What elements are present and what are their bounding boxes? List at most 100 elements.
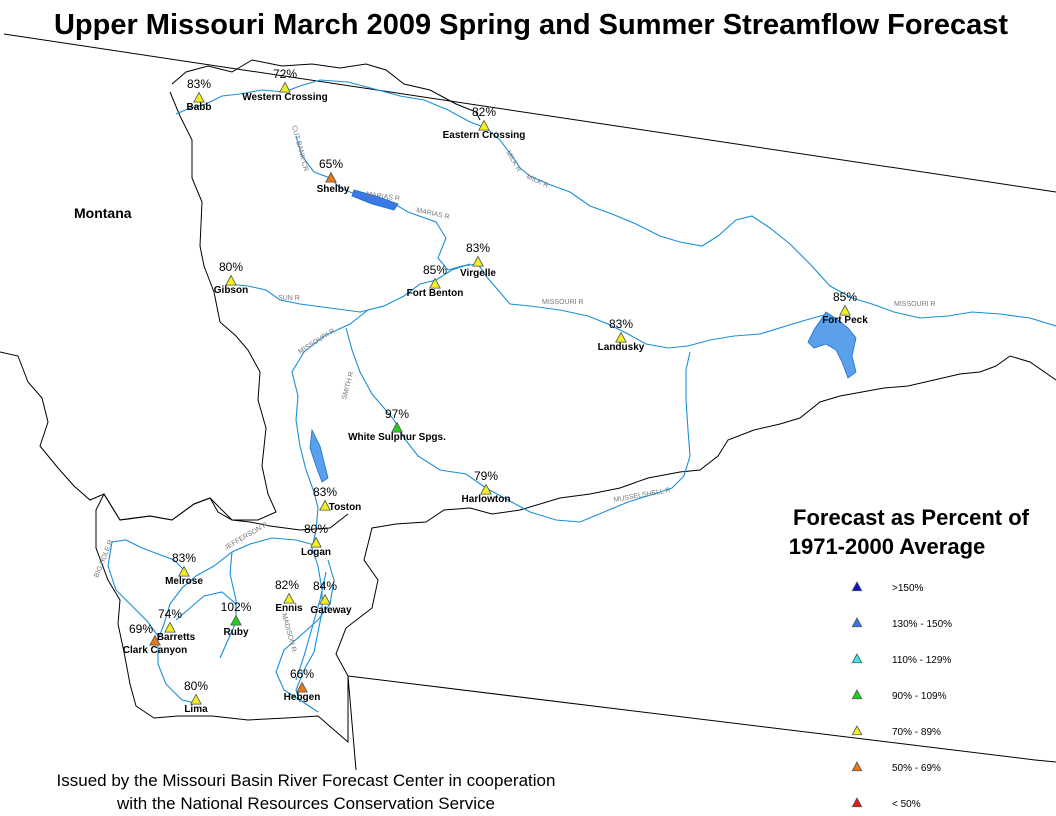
legend-triangle-icon bbox=[851, 653, 863, 664]
station-percent: 74% bbox=[158, 607, 182, 621]
station-name: White Sulphur Spgs. bbox=[348, 432, 446, 443]
station-name: Virgelle bbox=[460, 268, 496, 279]
state-label-montana: Montana bbox=[74, 205, 132, 221]
station-babb: 83% Babb bbox=[187, 77, 212, 113]
forecast-stations: 83% Babb 72% Western Crossing 82% Eastern Cro… bbox=[123, 67, 868, 715]
station-percent: 83% bbox=[313, 485, 337, 499]
station-marker-triangle-icon bbox=[296, 681, 308, 693]
station-name: Clark Canyon bbox=[123, 645, 187, 656]
station-landusky: 83% Landusky bbox=[598, 317, 645, 353]
station-marker-triangle-icon bbox=[480, 483, 492, 495]
station-name: Lima bbox=[184, 704, 208, 715]
legend-item-label: 90% - 109% bbox=[892, 691, 947, 702]
legend-triangle-icon bbox=[851, 725, 863, 736]
station-marker-triangle-icon bbox=[225, 274, 237, 286]
station-name: Eastern Crossing bbox=[443, 130, 526, 141]
station-marker-triangle-icon bbox=[178, 565, 190, 577]
station-percent: 85% bbox=[833, 290, 857, 304]
station-eastern-crossing: 82% Eastern Crossing bbox=[443, 105, 526, 141]
station-fort-peck: 85% Fort Peck bbox=[822, 290, 868, 326]
legend-title-line2: 1971-2000 Average bbox=[789, 534, 986, 559]
river-label-marias: MARIAS R bbox=[366, 191, 400, 203]
station-name: Shelby bbox=[317, 184, 350, 195]
station-name: Fort Peck bbox=[822, 315, 868, 326]
station-percent: 79% bbox=[474, 469, 498, 483]
station-percent: 84% bbox=[313, 579, 337, 593]
legend-item-label: 130% - 150% bbox=[892, 619, 952, 630]
station-toston: 83% Toston bbox=[313, 485, 361, 513]
legend-triangle-icon bbox=[851, 581, 863, 592]
station-virgelle: 83% Virgelle bbox=[460, 241, 496, 279]
station-lima: 80% Lima bbox=[184, 679, 208, 715]
river-label-missouri: MISSOURI R bbox=[542, 299, 584, 306]
station-marker-triangle-icon bbox=[391, 421, 403, 433]
legend-triangle-icon bbox=[851, 761, 863, 772]
station-marker-triangle-icon bbox=[615, 331, 627, 343]
station-name: Gibson bbox=[214, 285, 248, 296]
legend-item: 130% - 150% bbox=[851, 617, 952, 630]
station-percent: 82% bbox=[275, 578, 299, 592]
legend-triangle-icon bbox=[851, 797, 863, 808]
station-name: Gateway bbox=[310, 605, 352, 616]
station-name: Melrose bbox=[165, 576, 203, 587]
station-percent: 83% bbox=[172, 551, 196, 565]
legend-item-label: 50% - 69% bbox=[892, 763, 941, 774]
station-name: Hebgen bbox=[284, 692, 321, 703]
station-fort-benton: 85% Fort Benton bbox=[407, 263, 464, 299]
station-percent: 83% bbox=[187, 77, 211, 91]
station-marker-triangle-icon bbox=[472, 255, 484, 267]
station-marker-triangle-icon bbox=[839, 304, 851, 316]
legend-item: 50% - 69% bbox=[851, 761, 941, 774]
legend-triangle-icon bbox=[851, 689, 863, 700]
legend-item-label: 70% - 89% bbox=[892, 727, 941, 738]
station-name: Ennis bbox=[275, 603, 303, 614]
station-percent: 72% bbox=[273, 67, 297, 81]
canyon-ferry-lake bbox=[309, 428, 329, 483]
legend-item: 70% - 89% bbox=[851, 725, 941, 738]
footer-line1: Issued by the Missouri Basin River Forec… bbox=[57, 771, 556, 790]
station-marker-triangle-icon bbox=[279, 81, 291, 93]
legend-item: >150% bbox=[851, 581, 924, 594]
legend-item-label: < 50% bbox=[892, 799, 921, 810]
station-name: Logan bbox=[301, 547, 331, 558]
station-percent: 82% bbox=[472, 105, 496, 119]
station-marker-triangle-icon bbox=[478, 119, 490, 131]
station-marker-triangle-icon bbox=[230, 614, 242, 626]
map-title: Upper Missouri March 2009 Spring and Sum… bbox=[54, 9, 1008, 41]
legend-item: < 50% bbox=[851, 797, 921, 810]
station-marker-triangle-icon bbox=[193, 91, 205, 103]
reservoirs bbox=[309, 189, 857, 483]
station-percent: 102% bbox=[221, 600, 252, 614]
station-percent: 85% bbox=[423, 263, 447, 277]
legend-item: 90% - 109% bbox=[851, 689, 947, 702]
station-name: Landusky bbox=[598, 342, 645, 353]
legend-item-label: >150% bbox=[892, 583, 924, 594]
legend-item-label: 110% - 129% bbox=[892, 655, 951, 666]
station-logan: 80% Logan bbox=[301, 522, 331, 558]
station-percent: 80% bbox=[219, 260, 243, 274]
legend-title-line1: Forecast as Percent of bbox=[793, 505, 1030, 530]
station-hebgen: 66% Hebgen bbox=[284, 667, 321, 703]
station-melrose: 83% Melrose bbox=[165, 551, 203, 587]
station-percent: 83% bbox=[609, 317, 633, 331]
station-marker-triangle-icon bbox=[429, 277, 441, 289]
station-white-sulphur-spgs: 97% White Sulphur Spgs. bbox=[348, 407, 446, 443]
river-label-sun: SUN R bbox=[278, 295, 300, 302]
station-western-crossing: 72% Western Crossing bbox=[242, 67, 327, 103]
station-marker-triangle-icon bbox=[319, 499, 331, 511]
station-harlowton: 79% Harlowton bbox=[462, 469, 511, 505]
station-marker-triangle-icon bbox=[283, 592, 295, 604]
legend-item: 110% - 129% bbox=[851, 653, 951, 666]
station-percent: 66% bbox=[290, 667, 314, 681]
station-name: Babb bbox=[187, 102, 212, 113]
state-borders bbox=[0, 33, 1056, 771]
fort-peck-lake bbox=[807, 311, 857, 379]
station-gibson: 80% Gibson bbox=[214, 260, 248, 296]
station-name: Western Crossing bbox=[242, 92, 327, 103]
station-name: Toston bbox=[329, 502, 362, 513]
station-shelby: 65% Shelby bbox=[317, 157, 350, 195]
legend-triangle-icon bbox=[851, 617, 863, 628]
station-percent: 83% bbox=[466, 241, 490, 255]
station-name: Fort Benton bbox=[407, 288, 464, 299]
